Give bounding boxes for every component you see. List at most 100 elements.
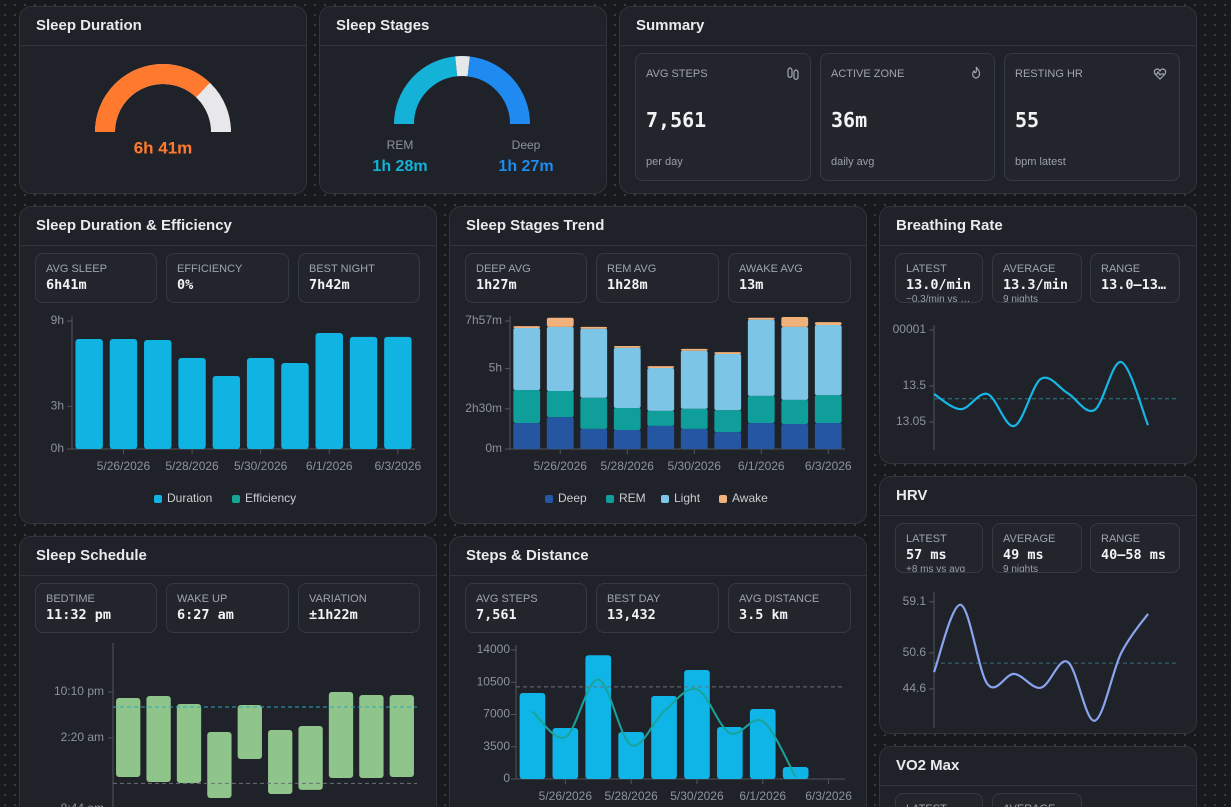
bar xyxy=(749,708,776,779)
bar xyxy=(315,332,343,449)
card-title: Breathing Rate xyxy=(896,217,1003,234)
bar-segment xyxy=(647,367,675,411)
x-tick-label: 5/26/2026 xyxy=(539,789,593,803)
bar xyxy=(109,339,138,449)
divider xyxy=(20,575,436,576)
bar-segment xyxy=(714,352,742,355)
bar-segment xyxy=(546,391,574,418)
bar xyxy=(519,693,546,779)
stat-label: VARIATION xyxy=(309,593,367,605)
stat-card: AWAKE AVG 13m xyxy=(728,253,851,303)
stage-name: REM xyxy=(387,138,414,152)
y-tick-label: 14000 xyxy=(477,642,511,656)
stat-card: AVERAGE 13.3/min 9 nights xyxy=(992,253,1082,303)
bar xyxy=(212,376,241,449)
card-title: Steps & Distance xyxy=(466,547,589,564)
bar-segment xyxy=(814,322,842,326)
y-tick-label: 5h xyxy=(489,361,502,375)
stat-card: LATEST 57 ms +8 ms vs avg xyxy=(895,523,983,573)
legend-label: Awake xyxy=(732,491,768,505)
stat-label: BEDTIME xyxy=(46,593,95,605)
bar-segment xyxy=(680,428,708,449)
stat-value: 6:27 am xyxy=(177,607,234,623)
x-tick-label: 5/26/2026 xyxy=(534,459,588,473)
y-tick-label: 9h xyxy=(51,313,64,327)
divider xyxy=(880,515,1196,516)
bar-segment xyxy=(647,410,675,426)
stat-label: WAKE UP xyxy=(177,593,228,605)
range-bar xyxy=(389,695,414,778)
stat-value: 6h41m xyxy=(46,277,87,293)
bar-segment xyxy=(814,422,842,449)
y-tick-label: 0 xyxy=(503,771,510,785)
range-bar xyxy=(298,726,323,790)
bar xyxy=(349,336,378,449)
legend-label: Light xyxy=(674,491,701,505)
bar-segment xyxy=(680,350,708,409)
y-tick-label: 10:10 pm xyxy=(54,684,104,698)
stat-card: AVERAGE 49 ms 9 nights xyxy=(992,523,1082,573)
range-bar xyxy=(176,703,202,783)
stat-card: BEST DAY 13,432 xyxy=(596,583,719,633)
x-tick-label: 5/30/2026 xyxy=(234,459,288,473)
card-title: Sleep Stages Trend xyxy=(466,217,605,234)
bar xyxy=(75,339,103,449)
card-title: Sleep Schedule xyxy=(36,547,147,564)
stat-card: BEST NIGHT 7h42m xyxy=(298,253,420,303)
range-bar xyxy=(207,731,232,798)
stat-card: AVG DISTANCE 3.5 km xyxy=(728,583,851,633)
stat-value: 7,561 xyxy=(646,108,707,132)
legend-swatch xyxy=(232,495,240,503)
y-tick-label: 13.5 xyxy=(903,378,927,392)
bar xyxy=(782,767,809,779)
stat-label: BEST DAY xyxy=(607,593,661,605)
bar xyxy=(384,336,412,449)
stat-value: 55 xyxy=(1015,108,1040,132)
stat-label: REM AVG xyxy=(607,263,657,275)
stat-label: AVG STEPS xyxy=(646,68,708,80)
bar-segment xyxy=(747,317,775,320)
bar-segment xyxy=(747,319,775,396)
stat-value: 13.0/min xyxy=(906,277,972,293)
stat-value: 3.5 km xyxy=(739,607,788,623)
stat-card: ACTIVE ZONE 36m daily avg xyxy=(820,53,995,181)
gauge-value xyxy=(95,64,210,133)
card-title: Sleep Stages xyxy=(336,17,430,34)
bar-segment xyxy=(613,345,641,348)
bar-segment xyxy=(781,326,809,400)
legend-swatch xyxy=(661,495,669,503)
stat-value: 7h42m xyxy=(309,277,350,293)
bar-segment xyxy=(613,407,641,430)
range-bar xyxy=(359,695,384,779)
bar-segment xyxy=(814,395,842,423)
stage-name: Deep xyxy=(512,138,541,152)
bar xyxy=(684,670,710,779)
x-tick-label: 6/3/2026 xyxy=(374,459,421,473)
line xyxy=(932,603,1149,722)
x-tick-label: 6/3/2026 xyxy=(805,459,852,473)
stat-card: LATEST xyxy=(895,793,983,807)
bar-segment xyxy=(814,325,842,396)
bar-segment xyxy=(613,429,641,449)
y-tick-label: 00001 xyxy=(893,322,927,336)
gauge-segment xyxy=(394,56,458,125)
x-tick-label: 5/28/2026 xyxy=(165,459,219,473)
stat-label: RANGE xyxy=(1101,533,1141,545)
gauge-segment xyxy=(467,56,530,125)
x-tick-label: 5/28/2026 xyxy=(601,459,655,473)
bar-segment xyxy=(613,347,641,408)
stat-label: LATEST xyxy=(906,263,947,275)
stat-card: BEDTIME 11:32 pm xyxy=(35,583,157,633)
stat-label: DEEP AVG xyxy=(476,263,531,275)
x-tick-label: 6/1/2026 xyxy=(738,459,785,473)
stat-label: AVERAGE xyxy=(1003,803,1055,807)
stat-sub: 9 nights xyxy=(1003,294,1039,303)
bar xyxy=(717,727,743,779)
stat-value: 1h28m xyxy=(607,277,648,293)
stat-card: DEEP AVG 1h27m xyxy=(465,253,587,303)
stat-sub: bpm latest xyxy=(1015,156,1066,168)
range-bar xyxy=(146,696,171,782)
stat-card: AVG SLEEP 6h41m xyxy=(35,253,157,303)
y-tick-label: 3500 xyxy=(483,739,510,753)
divider xyxy=(450,575,866,576)
